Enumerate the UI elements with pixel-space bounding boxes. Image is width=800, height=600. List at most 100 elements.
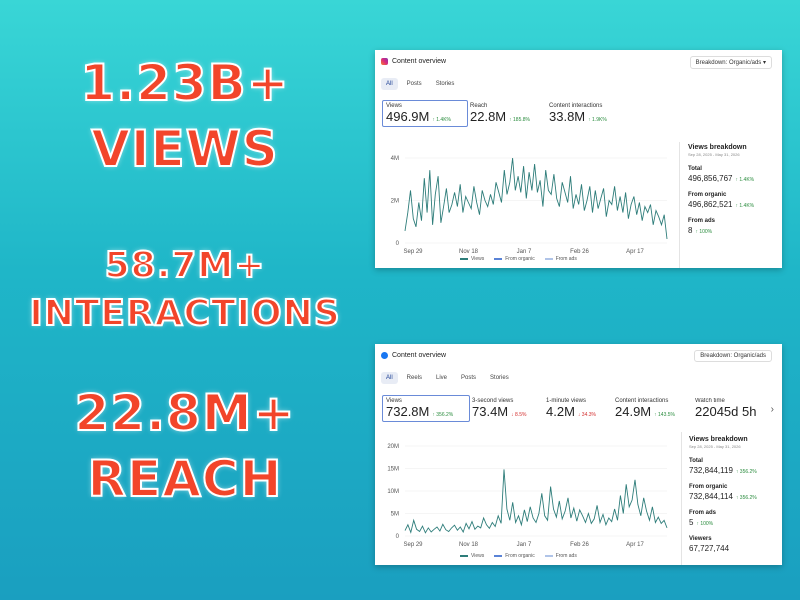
- breakdown-title: Views breakdown: [688, 144, 747, 151]
- metric-content-interactions[interactable]: Content interactions 24.9M ↑ 143.5%: [615, 398, 675, 419]
- metric-value: 4.2M: [546, 404, 575, 419]
- x-tick-label: Feb 26: [570, 542, 589, 548]
- metric-change: ↑ 1.9K%: [588, 117, 607, 123]
- total-value: 732,844,119 ↑ 356.2%: [689, 466, 757, 475]
- legend-item-ads: From ads: [544, 553, 577, 559]
- panel-header: Content overview: [381, 58, 446, 65]
- metric-label: Reach: [470, 103, 488, 109]
- x-tick-label: Apr 17: [626, 249, 644, 255]
- y-tick-label: 5M: [391, 512, 399, 518]
- metric-content-interactions[interactable]: Content interactions 33.8M ↑ 1.9K%: [549, 103, 607, 124]
- breakdown-dates: Sep 28, 2025 - May 31, 2026: [688, 152, 740, 157]
- metric-reach[interactable]: Reach 22.8M ↑ 185.8%: [470, 103, 530, 124]
- metric-label: Views: [386, 103, 402, 109]
- tab-stories[interactable]: Stories: [490, 375, 509, 381]
- divider: [679, 142, 680, 268]
- x-tick-label: Sep 29: [403, 542, 423, 548]
- interactions-promo-label: INTERACTIONS: [28, 293, 341, 334]
- reach-promo-value: 22.8M+: [73, 384, 296, 442]
- series-line-views: [404, 157, 668, 240]
- y-tick-label: 0: [396, 241, 400, 247]
- divider: [681, 432, 682, 565]
- panel-title: Content overview: [392, 352, 447, 359]
- instagram-icon: [381, 58, 388, 65]
- metric-label: Watch time: [695, 398, 725, 404]
- views-promo-value: 1.23B+: [79, 54, 290, 112]
- x-tick-label: Jan 7: [517, 542, 532, 548]
- views-promo-label: VIEWS: [90, 120, 279, 178]
- metric-label: Content interactions: [615, 398, 669, 404]
- content-tabs: All Posts Stories: [381, 78, 459, 90]
- breakdown-dropdown[interactable]: Breakdown: Organic/ads: [694, 350, 772, 362]
- legend-item-views: Views: [460, 256, 484, 262]
- organic-value: 732,844,114 ↑ 356.2%: [689, 492, 757, 501]
- legend-item-views: Views: [460, 553, 484, 559]
- ads-value: 5 ↑ 100%: [689, 518, 714, 527]
- chart-legend: Views From organic From ads: [460, 256, 577, 262]
- metric-label: Content interactions: [549, 103, 603, 109]
- tab-live[interactable]: Live: [436, 375, 448, 381]
- total-label: Total: [689, 458, 703, 464]
- y-tick-label: 0: [396, 534, 400, 540]
- breakdown-dropdown[interactable]: Breakdown: Organic/ads ▾: [689, 56, 772, 69]
- metric-value: 73.4M: [472, 404, 509, 419]
- x-tick-label: Apr 17: [626, 542, 644, 548]
- breakdown-label: Breakdown: Organic/ads: [700, 353, 766, 359]
- chevron-right-icon[interactable]: ›: [770, 404, 774, 415]
- metric-change: ↑ 143.5%: [654, 412, 675, 418]
- metric-value: 22.8M: [470, 109, 507, 124]
- metric-watch-time[interactable]: Watch time 22045d 5h: [695, 398, 761, 419]
- tab-posts[interactable]: Posts: [461, 375, 477, 381]
- ads-label: From ads: [689, 510, 717, 516]
- y-tick-label: 4M: [391, 156, 399, 162]
- series-line-views: [404, 469, 668, 534]
- viewers-label: Viewers: [689, 536, 712, 542]
- tab-all[interactable]: All: [381, 372, 398, 384]
- metric-change: ↓ 8.5%: [511, 412, 527, 418]
- breakdown-dates: Sep 28, 2025 - May 31, 2026: [689, 444, 741, 449]
- x-tick-label: Sep 29: [403, 249, 423, 255]
- x-tick-label: Jan 7: [517, 249, 532, 255]
- breakdown-label: Breakdown: Organic/ads: [695, 60, 762, 66]
- tab-reels[interactable]: Reels: [406, 375, 423, 381]
- chevron-down-icon: ▾: [762, 60, 766, 66]
- y-tick-label: 20M: [387, 444, 399, 450]
- facebook-content-overview-panel: Content overview Breakdown: Organic/ads …: [375, 344, 782, 565]
- metric-1-minute-views[interactable]: 1-minute views 4.2M ↓ 34.3%: [546, 398, 596, 419]
- interactions-promo-value: 58.7M+: [104, 245, 266, 286]
- legend-item-ads: From ads: [544, 256, 577, 262]
- tab-posts[interactable]: Posts: [406, 81, 422, 87]
- legend-item-organic: From organic: [494, 553, 535, 559]
- metric-views[interactable]: Views 496.9M ↑ 1.4K%: [382, 100, 468, 127]
- views-promo: 1.23B+ VIEWS: [0, 54, 370, 178]
- tab-stories[interactable]: Stories: [435, 81, 455, 87]
- total-label: Total: [688, 166, 702, 172]
- reach-promo: 22.8M+ REACH: [0, 384, 370, 508]
- tab-all[interactable]: All: [381, 78, 398, 90]
- reach-promo-label: REACH: [87, 450, 283, 508]
- metric-value: 732.8M: [386, 404, 430, 419]
- views-breakdown-summary: Views breakdown Sep 28, 2025 - May 31, 2…: [688, 144, 754, 235]
- views-breakdown-summary: Views breakdown Sep 28, 2025 - May 31, 2…: [689, 436, 757, 553]
- metric-change: ↑ 356.2%: [432, 412, 454, 418]
- panel-header: Content overview: [381, 352, 446, 359]
- organic-value: 496,862,521 ↑ 1.4K%: [688, 200, 755, 209]
- x-tick-label: Feb 26: [570, 249, 589, 255]
- organic-label: From organic: [688, 192, 727, 198]
- y-tick-label: 15M: [387, 467, 399, 473]
- metric-value: 496.9M: [386, 109, 430, 124]
- ads-label: From ads: [688, 218, 716, 224]
- interactions-promo: 58.7M+ INTERACTIONS: [0, 245, 370, 334]
- metric-value: 24.9M: [615, 404, 652, 419]
- metric-views[interactable]: Views 732.8M ↑ 356.2%: [382, 395, 470, 422]
- x-tick-label: Nov 18: [459, 249, 479, 255]
- content-tabs: All Reels Live Posts Stories: [381, 372, 514, 384]
- x-tick-label: Nov 18: [459, 542, 479, 548]
- total-value: 496,856,767 ↑ 1.4K%: [688, 174, 755, 183]
- metric-value: 22045d 5h: [695, 404, 757, 419]
- metric-label: Views: [386, 398, 402, 404]
- metric-3-second-views[interactable]: 3-second views 73.4M ↓ 8.5%: [472, 398, 526, 419]
- y-tick-label: 2M: [391, 199, 399, 205]
- panel-title: Content overview: [392, 58, 447, 65]
